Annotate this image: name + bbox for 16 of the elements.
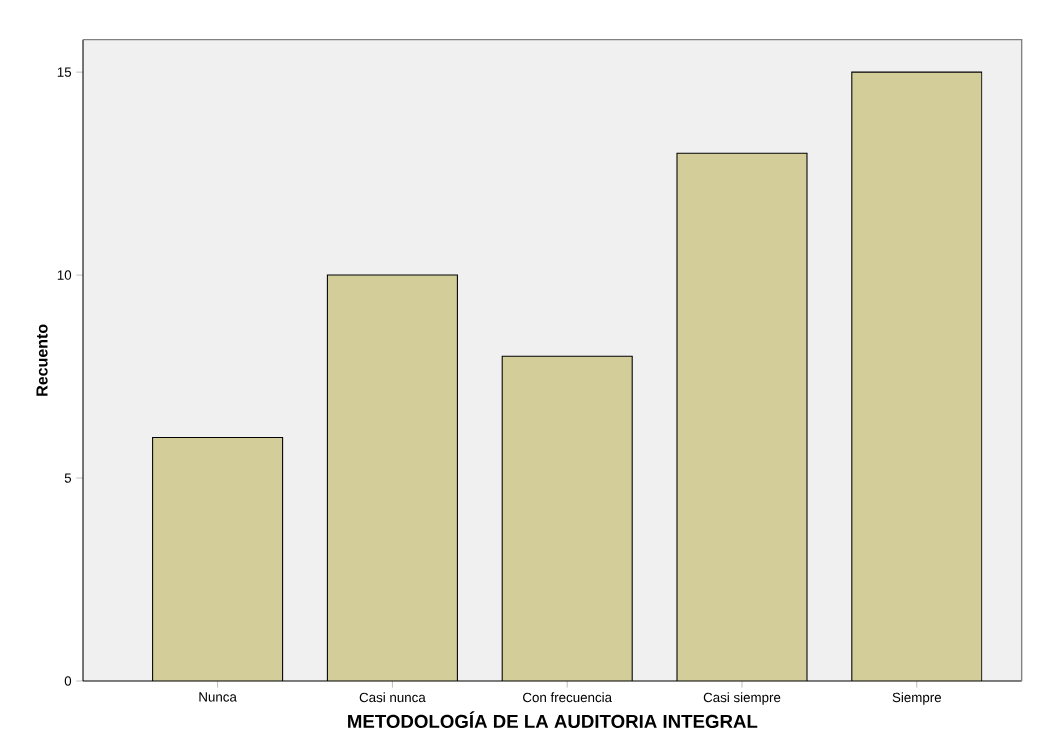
y-tick-label: 15 (57, 67, 72, 77)
x-tick-label: Nunca (199, 692, 237, 702)
x-tick-label: Siempre (892, 692, 942, 705)
bar (502, 356, 633, 681)
bar (677, 153, 807, 681)
x-tick-label: Casi siempre (703, 692, 781, 705)
y-axis-title: Recuento (36, 324, 48, 396)
x-tick-label: Con frecuencia (523, 692, 613, 702)
y-tick-label: 0 (64, 676, 72, 686)
y-tick-label: 5 (64, 473, 72, 483)
bar (851, 71, 983, 681)
x-tick-label: Casi nunca (359, 692, 426, 702)
bar (152, 437, 283, 681)
x-axis-title: METODOLOGÍA DE LA AUDITORIA INTEGRAL (348, 711, 758, 728)
y-tick-label: 10 (57, 270, 72, 280)
bar (327, 274, 458, 681)
